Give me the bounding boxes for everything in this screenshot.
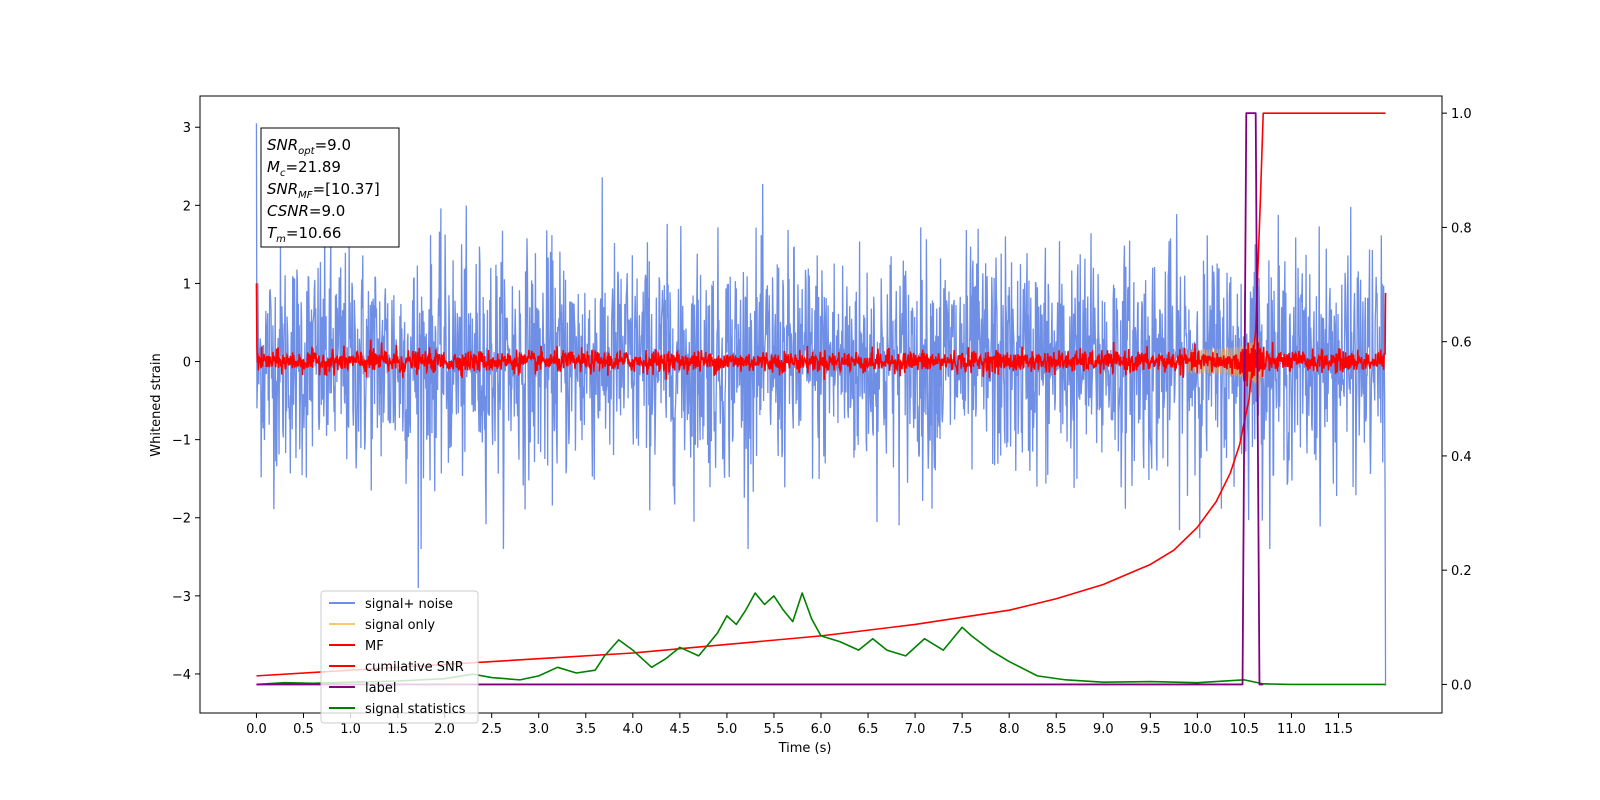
series-label bbox=[256, 112, 1264, 686]
x-tick-label: 7.5 bbox=[952, 722, 973, 737]
y-axis-right: 1.0 0.8 0.6 0.4 0.2 0.0 bbox=[1442, 107, 1472, 693]
x-tick-label: 5.5 bbox=[764, 722, 785, 737]
y-tick-label: 0 bbox=[183, 356, 191, 371]
y2-tick-label: 0.2 bbox=[1451, 564, 1472, 579]
x-tick-label: 1.5 bbox=[387, 722, 408, 737]
x-tick-label: 3.0 bbox=[528, 722, 549, 737]
x-tick-label: 4.5 bbox=[670, 722, 691, 737]
x-axis-label: Time (s) bbox=[778, 741, 832, 756]
y-axis-left: 3 2 1 0 −1 −2 −3 −4 bbox=[172, 121, 200, 683]
y-tick-label: −3 bbox=[172, 590, 191, 605]
y2-tick-label: 1.0 bbox=[1451, 107, 1472, 122]
series-mf bbox=[255, 283, 1387, 387]
series-signal-noise bbox=[255, 123, 1387, 686]
series-cumulative-snr bbox=[256, 112, 1386, 677]
x-tick-label: 2.5 bbox=[481, 722, 502, 737]
legend-label: signal+ noise bbox=[365, 597, 453, 612]
annotation-frame bbox=[260, 127, 400, 248]
legend-frame bbox=[320, 590, 479, 724]
x-tick-label: 11.5 bbox=[1324, 722, 1353, 737]
x-tick-label: 6.5 bbox=[858, 722, 879, 737]
legend-label: signal statistics bbox=[365, 702, 466, 717]
x-tick-label: 5.0 bbox=[717, 722, 738, 737]
y2-tick-label: 0.0 bbox=[1451, 678, 1472, 693]
y2-tick-label: 0.6 bbox=[1451, 336, 1472, 351]
series-signal-statistics bbox=[256, 592, 1386, 686]
x-tick-label: 8.0 bbox=[999, 722, 1020, 737]
x-tick-label: 10.0 bbox=[1183, 722, 1212, 737]
y2-tick-label: 0.4 bbox=[1451, 450, 1472, 465]
annotation-line: SNRopt=9.0 bbox=[267, 136, 351, 157]
y-tick-label: 1 bbox=[183, 277, 191, 292]
x-tick-label: 9.0 bbox=[1093, 722, 1114, 737]
annotation-line: Mc=21.89 bbox=[267, 158, 341, 179]
annotation-line: CSNR=9.0 bbox=[267, 202, 345, 220]
x-tick-label: 6.0 bbox=[811, 722, 832, 737]
annotation-line: SNRMF=[10.37] bbox=[267, 180, 380, 201]
legend-label: cumilative SNR bbox=[365, 660, 464, 675]
y-tick-label: 3 bbox=[183, 121, 191, 136]
x-tick-label: 2.0 bbox=[434, 722, 455, 737]
x-tick-label: 3.5 bbox=[575, 722, 596, 737]
legend-label: signal only bbox=[365, 618, 435, 633]
legend-label: MF bbox=[365, 639, 384, 654]
x-tick-label: 0.0 bbox=[246, 722, 267, 737]
x-tick-label: 0.5 bbox=[293, 722, 314, 737]
legend-label: label bbox=[365, 681, 396, 696]
y2-tick-label: 0.8 bbox=[1451, 221, 1472, 236]
annotation-line: Tm=10.66 bbox=[267, 224, 341, 245]
x-tick-label: 9.5 bbox=[1140, 722, 1161, 737]
plot-area bbox=[255, 112, 1387, 686]
y-tick-label: −2 bbox=[172, 512, 191, 527]
legend: signal+ noise signal only MF cumilative SNR… bbox=[320, 590, 479, 724]
x-tick-label: 8.5 bbox=[1046, 722, 1067, 737]
x-axis: 0.0 0.5 1.0 1.5 2.0 2.5 3.0 3.5 4.0 4.5 5.0 5.5 6.0 6… bbox=[246, 713, 1353, 737]
x-tick-label: 4.0 bbox=[622, 722, 643, 737]
y-tick-label: −1 bbox=[172, 434, 191, 449]
x-tick-label: 11.0 bbox=[1277, 722, 1306, 737]
y-tick-label: −4 bbox=[172, 668, 191, 683]
x-tick-label: 1.0 bbox=[340, 722, 361, 737]
x-tick-label: 10.5 bbox=[1230, 722, 1259, 737]
y-tick-label: 2 bbox=[183, 199, 191, 214]
y-axis-label: Whitened strain bbox=[149, 353, 164, 456]
x-tick-label: 7.0 bbox=[905, 722, 926, 737]
